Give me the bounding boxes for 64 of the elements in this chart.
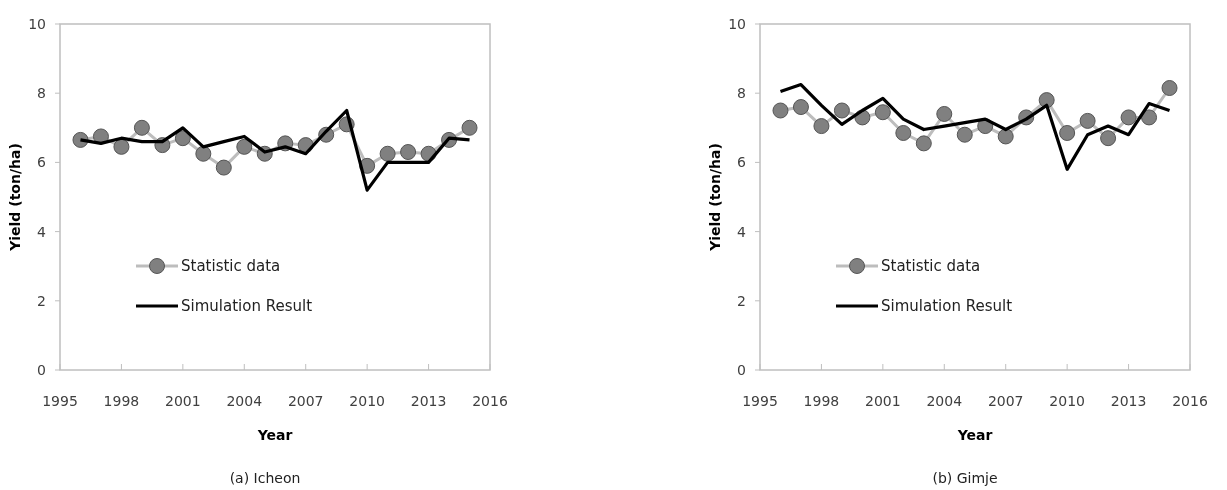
point [215, 159, 232, 176]
x-tick-label: 2010 [349, 393, 385, 409]
x-axis-title: Year [956, 427, 993, 443]
point [813, 118, 830, 135]
x-tick-label: 1995 [742, 393, 778, 409]
x-axis-title: Year [256, 427, 293, 443]
y-tick-label: 2 [37, 292, 46, 309]
point [174, 130, 191, 147]
y-tick-label: 6 [37, 154, 47, 171]
y-tick-label: 10 [28, 15, 46, 32]
point [874, 104, 891, 121]
y-tick-label: 0 [737, 361, 746, 378]
point [1161, 80, 1178, 97]
x-tick-label: 2004 [226, 393, 263, 409]
y-tick-label: 6 [737, 154, 747, 171]
y-axis-title: Yield (ton/ha) [707, 143, 723, 252]
text: (b) Gimje [932, 470, 998, 486]
point [833, 102, 850, 119]
x-tick-label: 2001 [165, 393, 201, 409]
x-tick-label: 1998 [103, 393, 140, 409]
point [936, 105, 953, 122]
line-series [778, 82, 1172, 171]
text: (a) Icheon [229, 470, 301, 486]
point [1059, 124, 1076, 141]
point [195, 145, 212, 162]
x-tick-label: 2004 [926, 393, 963, 409]
y-tick-label: 2 [737, 292, 746, 309]
point [956, 126, 973, 143]
y-tick-label: 8 [37, 85, 46, 102]
x-tick-label: 1995 [42, 393, 78, 409]
point [236, 138, 253, 155]
legend-label: Simulation Result [181, 297, 313, 316]
x-tick-label: 1998 [803, 393, 840, 409]
legend-label: Simulation Result [881, 297, 1013, 316]
point [113, 138, 130, 155]
point [133, 119, 150, 136]
point [1120, 109, 1137, 126]
point [895, 124, 912, 141]
y-axis-title: Yield (ton/ha) [7, 143, 23, 252]
point [461, 119, 478, 136]
x-tick-label: 2013 [1110, 393, 1147, 409]
x-tick-label: 2010 [1049, 393, 1085, 409]
x-tick-label: 2007 [987, 393, 1024, 409]
y-tick-label: 10 [728, 15, 746, 32]
x-tick-label: 2016 [1172, 393, 1208, 409]
x-tick-label: 2013 [410, 393, 447, 409]
legend-label: Statistic data [181, 257, 281, 276]
point [1100, 130, 1117, 147]
point [1141, 109, 1158, 126]
point [915, 135, 932, 152]
y-tick-label: 8 [737, 85, 746, 102]
point [1079, 112, 1096, 129]
x-tick-label: 2001 [865, 393, 901, 409]
point [997, 128, 1014, 145]
point [792, 99, 809, 116]
y-tick-label: 4 [37, 223, 47, 240]
point [379, 145, 396, 162]
x-tick-label: 2007 [287, 393, 324, 409]
y-tick-label: 4 [737, 223, 747, 240]
x-tick-label: 2016 [472, 393, 508, 409]
point [400, 144, 417, 161]
legend-label: Statistic data [881, 257, 981, 276]
y-tick-label: 0 [37, 361, 46, 378]
point [772, 102, 789, 119]
